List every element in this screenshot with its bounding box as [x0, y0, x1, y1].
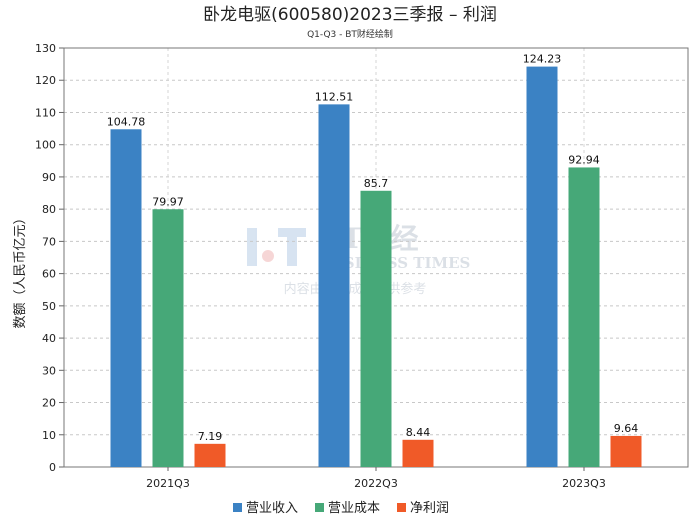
bar [526, 66, 558, 467]
bar-value-label: 85.7 [364, 177, 389, 190]
bar-value-label: 112.51 [315, 90, 354, 103]
x-tick-label: 2023Q3 [562, 477, 606, 490]
bars [110, 66, 642, 468]
watermark: BT财经 BUSINESS TIMES 内容由AI生成，仅供参考 [247, 222, 470, 297]
y-tick-label: 110 [35, 106, 56, 119]
data-labels: 104.78 79.97 7.19 112.51 85.7 8.44 124.23 92.94… [107, 53, 639, 443]
y-tick-label: 50 [42, 300, 56, 313]
bar [610, 435, 642, 467]
legend-swatch [315, 503, 324, 512]
watermark-logo-mark [247, 228, 257, 266]
bar [152, 209, 184, 467]
y-tick-label: 120 [35, 74, 56, 87]
x-tick-label: 2022Q3 [354, 477, 398, 490]
legend-swatch [233, 503, 242, 512]
bar [402, 439, 434, 467]
y-tick-label: 100 [35, 139, 56, 152]
y-axis-label: 数额（人民币亿元） [13, 211, 28, 328]
bar-value-label: 79.97 [152, 195, 184, 208]
bar [110, 129, 142, 467]
bar-value-label: 104.78 [107, 115, 146, 128]
legend-label: 营业成本 [328, 501, 380, 516]
bar [568, 167, 600, 467]
axes: 0 10 20 30 40 50 60 70 80 90 100 110 120 130 2021Q3 202… [35, 42, 689, 490]
y-tick-label: 40 [42, 332, 56, 345]
y-tick-label: 60 [42, 268, 56, 281]
y-tick-label: 130 [35, 42, 56, 55]
y-tick-label: 10 [42, 429, 56, 442]
bar-value-label: 9.64 [614, 422, 639, 435]
bar-value-label: 7.19 [198, 430, 223, 443]
x-tick-label: 2021Q3 [146, 477, 190, 490]
watermark-note: 内容由AI生成，仅供参考 [284, 281, 427, 297]
bar-value-label: 92.94 [568, 153, 600, 166]
chart-title: 卧龙电驱(600580)2023三季报 – 利润 [203, 5, 497, 25]
y-tick-label: 70 [42, 235, 56, 248]
y-tick-label: 90 [42, 171, 56, 184]
bar-value-label: 8.44 [406, 426, 431, 439]
legend-label: 净利润 [410, 501, 449, 516]
legend-label: 营业收入 [246, 501, 298, 516]
bar [194, 443, 226, 467]
watermark-brand-text: BUSINESS TIMES [318, 254, 470, 272]
bar [318, 104, 350, 467]
chart-subtitle: Q1-Q3 - BT财经绘制 [307, 28, 393, 40]
watermark-logo-mark [278, 228, 306, 237]
y-tick-label: 0 [49, 461, 56, 474]
watermark-logo-dot [262, 250, 274, 262]
legend: 营业收入 营业成本 净利润 [233, 501, 449, 516]
y-tick-label: 30 [42, 364, 56, 377]
y-tick-label: 20 [42, 397, 56, 410]
watermark-logo-mark [287, 237, 297, 266]
legend-swatch [397, 503, 406, 512]
y-tick-label: 80 [42, 203, 56, 216]
bar [360, 190, 392, 468]
bar-value-label: 124.23 [523, 53, 562, 66]
